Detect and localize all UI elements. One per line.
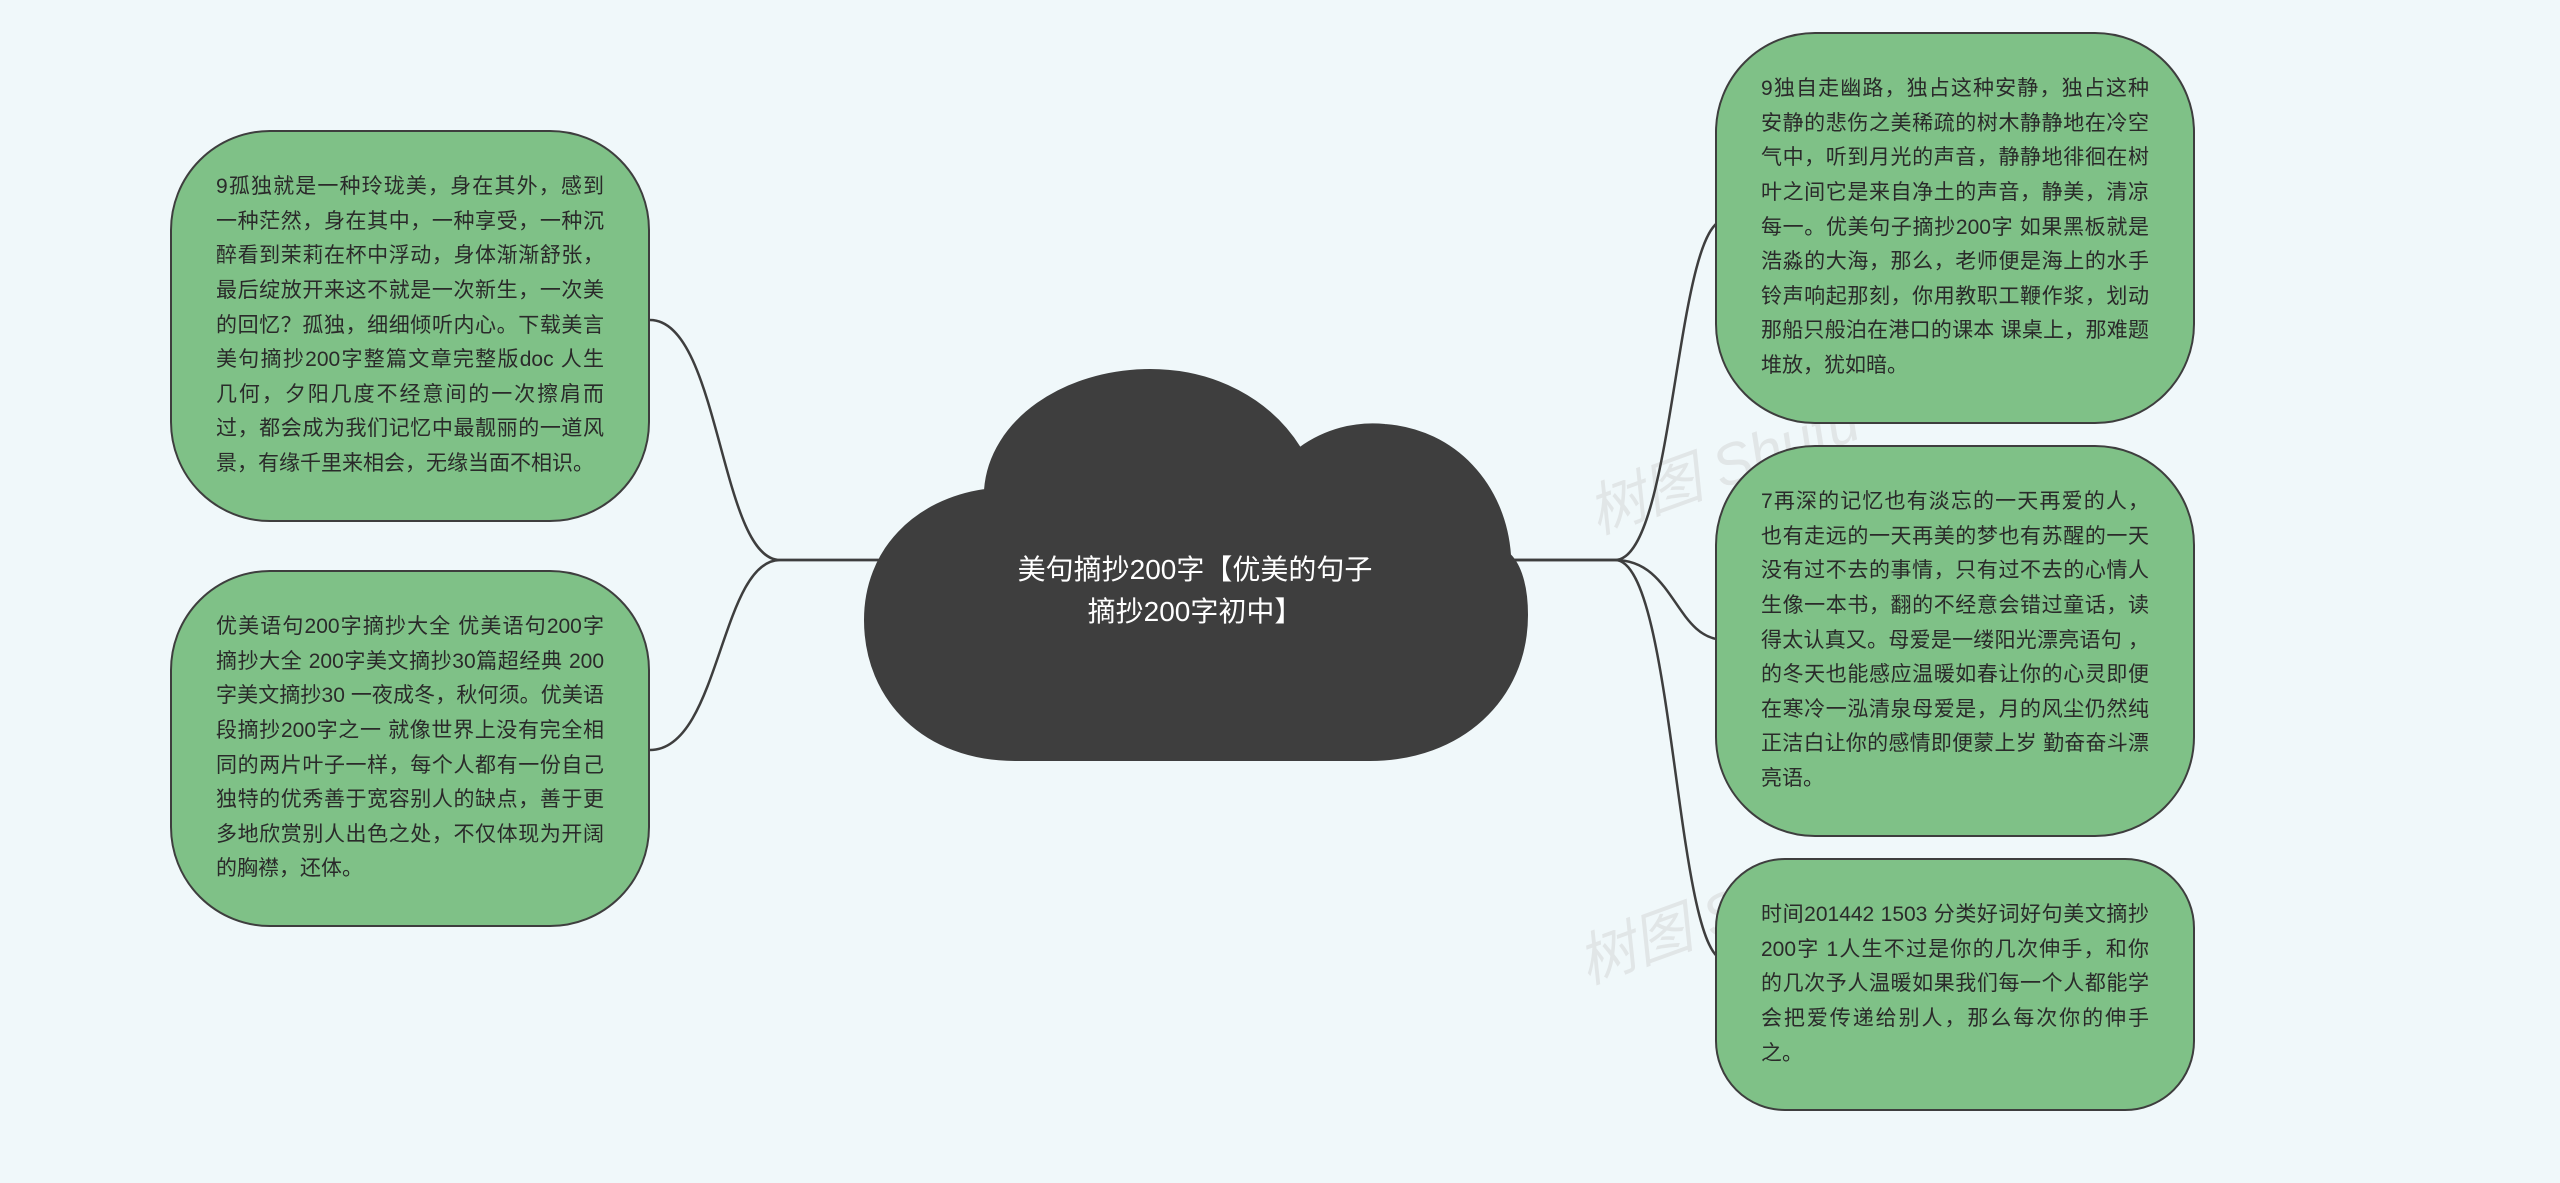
center-node: 美句摘抄200字【优美的句子摘抄200字初中】 <box>855 340 1535 780</box>
branch-node: 9孤独就是一种玲珑美，身在其外，感到一种茫然，身在其中，一种享受，一种沉醉看到茉… <box>170 130 650 522</box>
mindmap-canvas: shutu.cn 树图 Shutu 树图 Shutu 树图 Shutu 美句摘抄… <box>0 0 2560 1183</box>
branch-node: 时间201442 1503 分类好词好句美文摘抄200字 1人生不过是你的几次伸… <box>1715 858 2195 1111</box>
branch-node: 9独自走幽路，独占这种安静，独占这种安静的悲伤之美稀疏的树木静静地在冷空气中，听… <box>1715 32 2195 424</box>
center-title: 美句摘抄200字【优美的句子摘抄200字初中】 <box>1005 549 1385 633</box>
connector-right <box>1505 200 1735 990</box>
branch-node: 7再深的记忆也有淡忘的一天再爱的人，也有走远的一天再美的梦也有苏醒的一天没有过不… <box>1715 445 2195 837</box>
branch-node: 优美语句200字摘抄大全 优美语句200字摘抄大全 200字美文摘抄30篇超经典… <box>170 570 650 927</box>
